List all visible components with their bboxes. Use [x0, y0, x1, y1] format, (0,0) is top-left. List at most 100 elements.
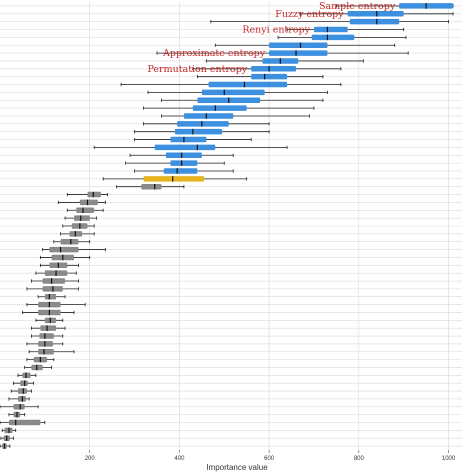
feature-box	[24, 364, 52, 371]
iqr-box	[40, 325, 57, 331]
iqr-box	[39, 333, 54, 339]
feature-box	[26, 356, 55, 363]
feature-box	[0, 443, 11, 449]
iqr-box	[74, 215, 90, 221]
iqr-box	[208, 81, 288, 88]
iqr-box	[183, 113, 234, 119]
iqr-box	[154, 144, 216, 151]
feature-box	[143, 105, 315, 111]
iqr-box	[170, 160, 198, 166]
iqr-box	[38, 349, 54, 355]
feature-box	[26, 341, 64, 347]
x-tick-label: 200	[85, 456, 96, 462]
feature-box	[205, 58, 364, 64]
feature-box	[120, 81, 342, 88]
feature-box	[210, 18, 449, 25]
x-tick-label: 600	[264, 456, 275, 462]
x-tick-label: 1000	[442, 456, 456, 462]
iqr-box	[76, 207, 95, 214]
iqr-box	[38, 341, 53, 347]
iqr-box	[143, 176, 205, 182]
annotation-label: Renyi entropy	[242, 25, 310, 36]
iqr-box	[170, 136, 207, 143]
feature-box	[35, 317, 64, 324]
feature-box	[39, 254, 91, 261]
feature-box	[300, 11, 454, 17]
iqr-box	[8, 419, 41, 426]
feature-box	[10, 388, 32, 394]
iqr-box	[60, 238, 79, 245]
iqr-box	[163, 168, 198, 174]
feature-box	[102, 176, 248, 182]
feature-box	[93, 144, 288, 151]
iqr-box	[141, 183, 162, 190]
feature-box	[277, 34, 407, 41]
feature-box	[26, 301, 86, 308]
annotation-label: Sample entropy	[319, 1, 396, 12]
feature-box	[39, 262, 79, 269]
iqr-box	[165, 152, 202, 159]
feature-box	[37, 293, 66, 300]
x-axis: 200 400 600 800 1000	[85, 450, 456, 462]
feature-box	[35, 270, 77, 276]
feature-box	[192, 66, 342, 72]
iqr-box	[42, 278, 66, 284]
iqr-box	[174, 128, 223, 135]
iqr-box	[311, 34, 355, 41]
feature-box	[286, 26, 405, 33]
feature-box	[66, 191, 109, 198]
feature-box	[143, 121, 270, 127]
feature-box	[30, 333, 64, 339]
feature-box	[8, 411, 26, 418]
feature-box	[125, 160, 225, 166]
feature-box	[134, 136, 252, 143]
iqr-box	[251, 66, 297, 72]
feature-box	[17, 372, 37, 379]
annotation-label: Permutation entropy	[147, 64, 247, 75]
feature-box	[26, 286, 79, 292]
iqr-box	[192, 105, 247, 111]
feature-box	[0, 404, 39, 410]
feature-box	[134, 168, 234, 174]
feature-box	[161, 97, 324, 103]
feature-box	[336, 3, 454, 9]
iqr-box	[269, 50, 328, 56]
iqr-box	[13, 404, 25, 410]
feature-box	[214, 42, 396, 48]
feature-box	[161, 113, 310, 119]
annotation-label: Fuzzy entropy	[275, 9, 344, 20]
iqr-box	[349, 18, 400, 25]
feature-box	[22, 309, 75, 316]
iqr-box	[87, 191, 101, 198]
iqr-box	[201, 89, 265, 96]
feature-box	[134, 128, 270, 135]
feature-box	[57, 199, 106, 206]
feature-box	[64, 215, 97, 221]
feature-box	[129, 152, 234, 159]
feature-box	[1, 427, 17, 434]
feature-box	[30, 278, 79, 284]
iqr-box	[177, 121, 229, 127]
iqr-box	[251, 73, 288, 80]
iqr-box	[49, 246, 79, 253]
feature-box	[62, 223, 95, 229]
iqr-box	[17, 388, 27, 394]
iqr-box	[20, 380, 28, 386]
feature-box	[30, 325, 66, 331]
iqr-box	[347, 11, 404, 17]
feature-box	[42, 246, 106, 253]
iqr-box	[79, 199, 98, 206]
feature-box	[8, 396, 30, 402]
boxplot-layer	[0, 3, 454, 449]
feature-box	[0, 435, 14, 441]
feature-box	[0, 419, 46, 426]
feature-box	[60, 231, 95, 237]
feature-box	[13, 380, 35, 386]
feature-box	[147, 89, 328, 96]
x-tick-label: 400	[174, 456, 185, 462]
iqr-box	[313, 26, 348, 33]
iqr-box	[44, 293, 57, 300]
annotation-label: Approximate entropy	[162, 48, 266, 59]
